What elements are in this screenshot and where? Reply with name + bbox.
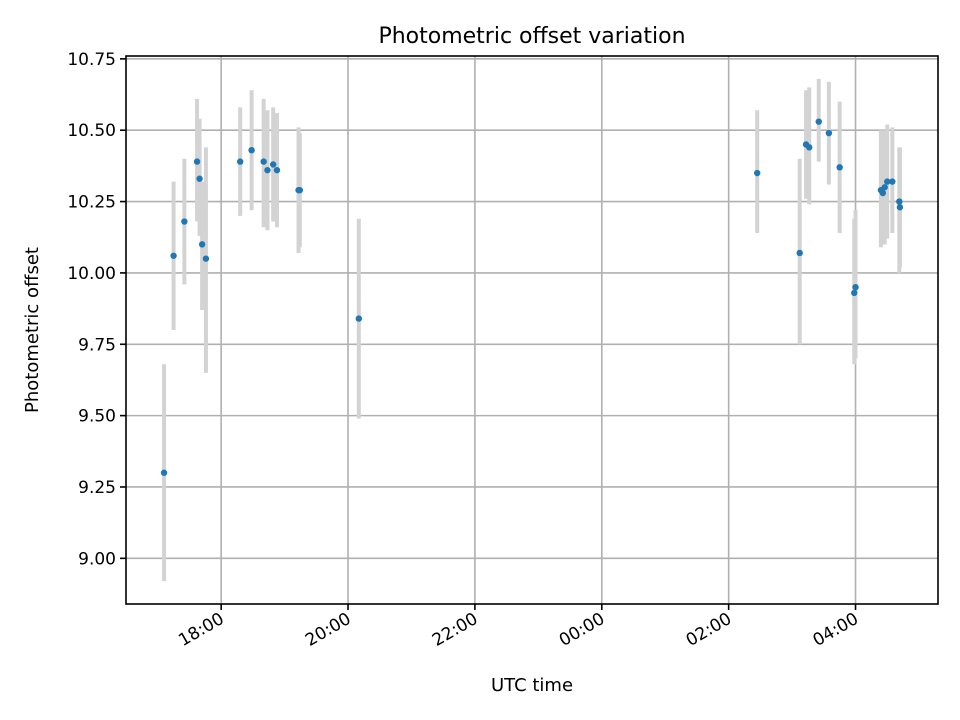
data-point (198, 241, 206, 248)
data-point (815, 118, 822, 125)
data-point (260, 158, 267, 165)
data-point (879, 189, 887, 197)
chart-title: Photometric offset variation (378, 24, 685, 49)
data-point (193, 158, 201, 165)
data-point (160, 469, 168, 476)
data-points (160, 118, 904, 476)
x-tick-label: 18:00 (175, 609, 227, 651)
data-point (181, 218, 188, 225)
data-point (796, 249, 803, 257)
x-tick-label: 22:00 (429, 609, 481, 651)
data-point (264, 166, 271, 174)
y-tick-label: 9.50 (78, 407, 116, 427)
data-point (754, 169, 761, 177)
x-axis-label: UTC time (491, 675, 573, 696)
y-tick-label: 10.00 (67, 264, 116, 284)
data-point (202, 255, 210, 262)
data-point (884, 178, 891, 185)
data-point (881, 184, 888, 191)
data-point (236, 158, 244, 165)
data-point (248, 146, 255, 154)
data-point (852, 283, 859, 291)
data-point (806, 144, 813, 151)
data-point (851, 289, 858, 297)
y-axis-label: Photometric offset (22, 247, 43, 413)
x-tick-label: 04:00 (810, 609, 862, 651)
x-tick-label: 00:00 (556, 609, 608, 651)
x-tick-label: 02:00 (683, 609, 735, 651)
data-point (889, 178, 896, 185)
grid-lines (126, 56, 938, 604)
data-point (269, 161, 277, 168)
y-tick-label: 10.50 (67, 121, 116, 141)
data-point (896, 204, 904, 211)
error-bars (162, 78, 902, 582)
data-point (896, 198, 903, 205)
y-tick-label: 10.25 (67, 193, 116, 213)
data-point (170, 252, 177, 259)
plot-area-frame (125, 55, 939, 605)
data-point (825, 129, 833, 137)
y-tick-label: 9.00 (78, 549, 116, 569)
y-tick-label: 9.25 (78, 478, 116, 498)
data-point (196, 175, 203, 182)
y-tick-label: 10.75 (67, 50, 116, 70)
data-point (836, 164, 843, 171)
x-tick-label: 20:00 (302, 609, 354, 651)
data-point (296, 186, 304, 194)
data-point (355, 315, 363, 322)
axis-ticks: 18:00 20:00 22:00 00:00 02:00 04:00 9.00 9.25 9.… (67, 50, 862, 651)
y-tick-label: 9.75 (78, 335, 116, 355)
data-point (273, 166, 281, 174)
